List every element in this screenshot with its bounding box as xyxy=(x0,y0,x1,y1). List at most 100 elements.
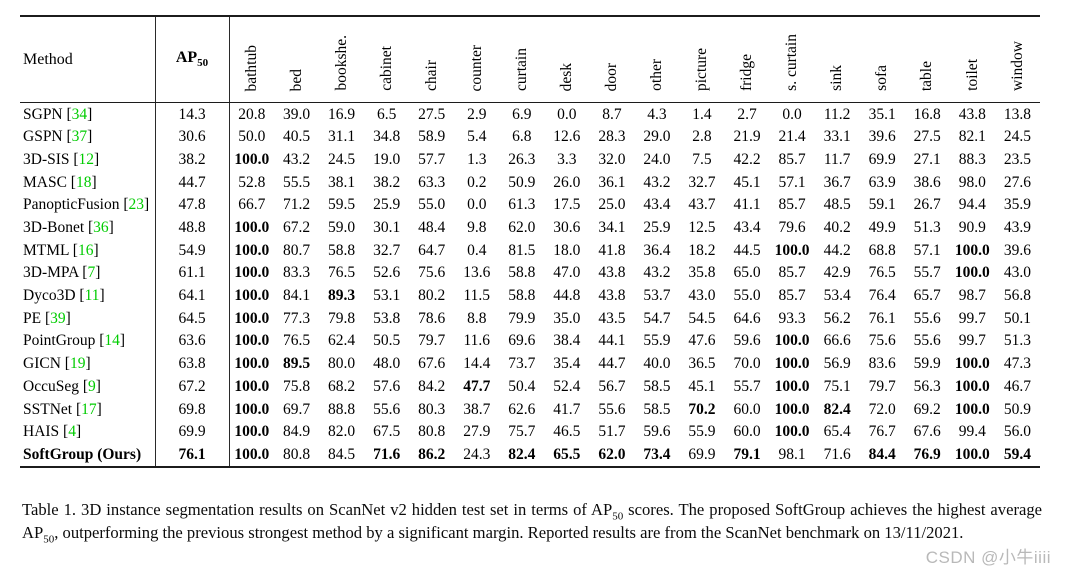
score-cell: 63.9 xyxy=(868,173,896,191)
score-cell: 98.1 xyxy=(778,445,806,463)
citation-link[interactable]: 23 xyxy=(128,196,145,214)
caption-text: , outperforming the previous strongest m… xyxy=(54,523,964,543)
caption-subscript: 50 xyxy=(612,509,624,522)
column-header-label: toilet xyxy=(963,59,981,91)
citation-link[interactable]: 9 xyxy=(88,377,96,395)
score-cell: 51.3 xyxy=(913,219,941,237)
citation-link[interactable]: 12 xyxy=(78,150,95,168)
ap50-cell: 38.2 xyxy=(155,148,230,172)
citation-link[interactable]: 17 xyxy=(81,400,97,418)
ap50-cell: 63.8 xyxy=(155,352,230,376)
column-header-label: door xyxy=(603,62,621,91)
caption-subscript: 50 xyxy=(43,533,55,546)
score-cell: 59.6 xyxy=(733,332,761,350)
citation-bracket: ] xyxy=(96,400,102,418)
score-cell: 79.7 xyxy=(868,377,896,395)
score-cell: 98.0 xyxy=(958,173,986,191)
score-cell: 76.5 xyxy=(868,264,896,282)
citation-link[interactable]: 19 xyxy=(69,355,86,373)
score-cell: 24.5 xyxy=(1003,128,1031,146)
score-cell: 100.0 xyxy=(234,241,270,259)
score-cell: 0.4 xyxy=(467,241,487,259)
score-cell: 83.6 xyxy=(868,355,896,373)
score-cell: 62.0 xyxy=(598,445,626,463)
score-cell: 64.7 xyxy=(418,241,446,259)
column-header: window xyxy=(994,16,1040,103)
header-row: Method AP50 bathtub bed bookshe. cabinet cha… xyxy=(20,16,1040,103)
ap50-cell: 47.8 xyxy=(155,193,230,217)
score-cell: 79.1 xyxy=(733,445,761,463)
score-cell: 98.7 xyxy=(958,287,986,305)
score-cell: 100.0 xyxy=(234,445,270,463)
citation-link[interactable]: 39 xyxy=(50,309,66,327)
score-cell: 6.9 xyxy=(512,105,532,123)
score-cell: 19.0 xyxy=(373,150,401,168)
score-cell: 85.7 xyxy=(778,264,806,282)
column-header-label: chair xyxy=(422,60,440,91)
score-cell: 50.4 xyxy=(508,377,536,395)
table-body: SGPN [34] 14.3 20.8 39.0 16.9 6.5 27.5 2.9 6.9 0.… xyxy=(20,102,1040,467)
citation-link[interactable]: 14 xyxy=(104,332,120,350)
score-cell: 3.3 xyxy=(557,150,577,168)
score-cell: 47.0 xyxy=(553,264,581,282)
score-cell: 39.6 xyxy=(1003,241,1031,259)
score-cell: 0.0 xyxy=(557,105,577,123)
score-cell: 82.0 xyxy=(328,423,356,441)
score-cell: 82.4 xyxy=(508,445,536,463)
score-cell: 42.2 xyxy=(733,150,761,168)
ap50-cell: 69.8 xyxy=(155,397,230,421)
score-cell: 57.1 xyxy=(913,241,941,259)
citation-link[interactable]: 36 xyxy=(93,219,109,237)
score-cell: 55.7 xyxy=(733,377,761,395)
method-cell: 3D-MPA [7] xyxy=(20,261,156,285)
score-cell: 52.6 xyxy=(373,264,401,282)
method-cell: GSPN [37] xyxy=(20,125,156,149)
column-header: bookshe. xyxy=(319,16,365,103)
score-cell: 32.7 xyxy=(373,241,401,259)
score-cell: 40.2 xyxy=(823,219,851,237)
score-cell: 69.9 xyxy=(688,445,716,463)
citation-link[interactable]: 7 xyxy=(87,264,96,282)
column-header-label: curtain xyxy=(513,47,531,91)
score-cell: 71.6 xyxy=(373,445,401,463)
citation-bracket: ] xyxy=(65,309,71,327)
score-cell: 50.9 xyxy=(508,173,536,191)
score-cell: 57.1 xyxy=(778,173,806,191)
score-cell: 100.0 xyxy=(954,355,990,373)
score-cell: 30.6 xyxy=(553,219,581,237)
citation-link[interactable]: 4 xyxy=(68,423,76,441)
column-header-method: Method xyxy=(20,16,156,103)
score-cell: 50.9 xyxy=(1003,400,1031,418)
citation-link[interactable]: 11 xyxy=(84,287,100,305)
score-cell: 59.5 xyxy=(328,196,356,214)
csdn-watermark: CSDN @小牛iiii xyxy=(925,548,1051,567)
citation-bracket: ] xyxy=(75,423,82,441)
score-cell: 1.4 xyxy=(692,105,712,123)
ap50-cell: 64.5 xyxy=(155,307,230,330)
score-cell: 44.7 xyxy=(598,355,626,373)
score-cell: 26.7 xyxy=(913,196,941,214)
score-cell: 88.3 xyxy=(958,150,986,168)
score-cell: 53.4 xyxy=(823,287,851,305)
column-header-label: sink xyxy=(828,65,846,91)
score-cell: 26.0 xyxy=(553,173,581,191)
citation-link[interactable]: 34 xyxy=(71,105,88,123)
score-cell: 2.9 xyxy=(467,105,487,123)
score-cell: 69.2 xyxy=(913,400,941,418)
citation-link[interactable]: 37 xyxy=(71,128,88,146)
column-header-label: window xyxy=(1008,41,1026,91)
column-header-label: fridge xyxy=(738,53,756,91)
score-cell: 2.7 xyxy=(737,105,757,123)
score-cell: 84.9 xyxy=(283,423,311,441)
column-header-label: desk xyxy=(558,62,576,91)
citation-link[interactable]: 16 xyxy=(77,241,94,259)
score-cell: 51.3 xyxy=(1003,332,1031,350)
ap-label: AP xyxy=(175,49,198,67)
table-row: PE [39] 64.5 100.0 77.3 79.8 53.8 78.6 8.8 79.9 3… xyxy=(20,307,1040,330)
score-cell: 16.8 xyxy=(913,105,941,123)
score-cell: 55.6 xyxy=(913,332,941,350)
score-cell: 80.3 xyxy=(418,400,446,418)
score-cell: 100.0 xyxy=(954,377,990,395)
column-header: table xyxy=(904,16,950,103)
citation-link[interactable]: 18 xyxy=(75,173,92,191)
